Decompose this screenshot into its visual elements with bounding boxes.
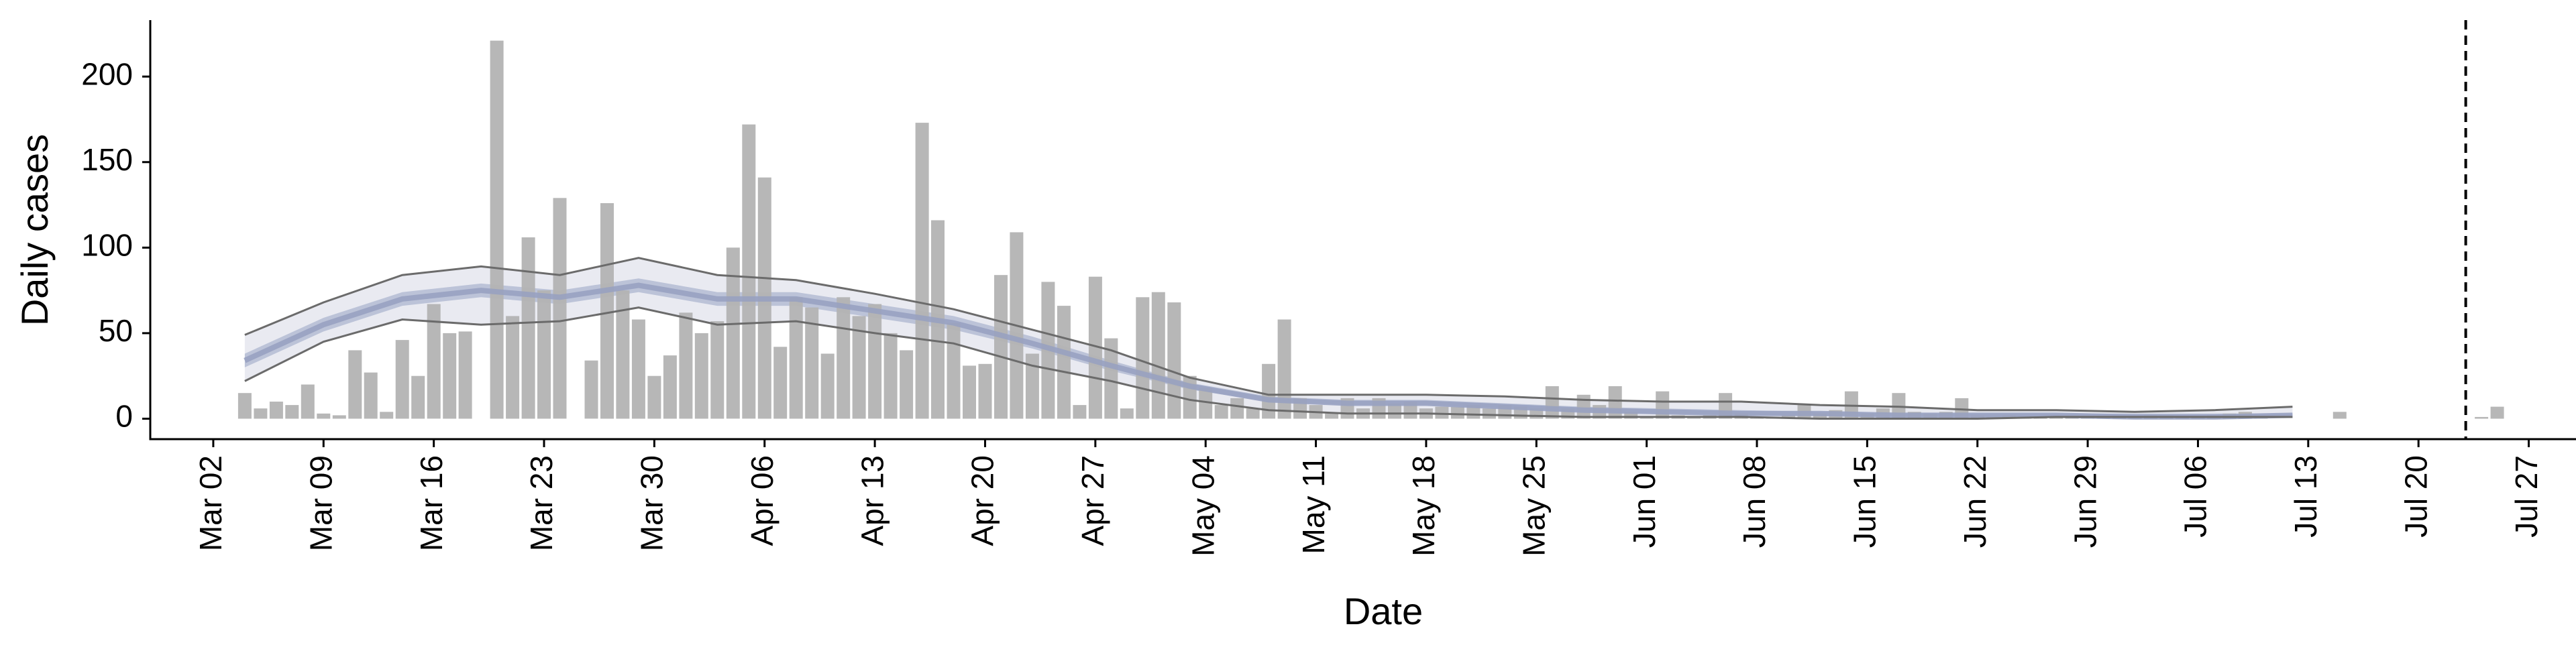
- x-tick-label: Mar 30: [635, 455, 669, 551]
- case-bar: [364, 373, 378, 419]
- x-tick-label: Apr 06: [745, 455, 780, 546]
- case-bar: [1120, 408, 1134, 418]
- case-bar: [490, 41, 504, 419]
- case-bar: [837, 297, 850, 418]
- case-bar: [2475, 417, 2488, 419]
- y-tick-label: 50: [99, 313, 133, 348]
- case-bar: [632, 320, 645, 419]
- case-bar: [333, 415, 346, 418]
- x-tick-label: Jul 20: [2398, 455, 2433, 538]
- case-bar: [600, 203, 614, 419]
- case-bar: [506, 316, 519, 418]
- x-tick-label: May 04: [1185, 455, 1220, 556]
- x-tick-label: Jun 29: [2068, 455, 2102, 548]
- x-tick-label: Apr 13: [855, 455, 890, 546]
- x-tick-label: Mar 16: [414, 455, 449, 551]
- case-bar: [1577, 395, 1591, 419]
- x-tick-label: May 11: [1296, 455, 1331, 554]
- case-bar: [1136, 297, 1149, 418]
- case-bar: [2333, 412, 2347, 418]
- case-bar: [1073, 405, 1086, 418]
- case-bar: [1451, 407, 1464, 419]
- case-bar: [947, 323, 961, 419]
- x-tick-label: Mar 23: [524, 455, 559, 551]
- case-bar: [790, 297, 803, 418]
- case-bar: [2491, 407, 2504, 419]
- case-bar: [317, 414, 330, 419]
- x-tick-label: Mar 09: [303, 455, 338, 551]
- case-bar: [1278, 320, 1291, 419]
- x-tick-label: May 18: [1406, 455, 1441, 556]
- case-bar: [553, 198, 567, 418]
- x-tick-label: Apr 20: [965, 455, 1000, 546]
- x-tick-label: Mar 02: [193, 455, 228, 551]
- case-bar: [285, 405, 299, 418]
- case-bar: [663, 355, 677, 418]
- y-axis-title: Daily cases: [13, 134, 56, 326]
- case-bar: [1325, 414, 1338, 419]
- x-tick-label: Jun 08: [1737, 455, 1772, 548]
- case-bar: [254, 408, 267, 418]
- case-bar: [679, 312, 692, 418]
- x-axis-title: Date: [1344, 590, 1423, 632]
- case-bar: [459, 331, 472, 418]
- y-tick-label: 200: [81, 56, 133, 91]
- case-bar: [1546, 386, 1559, 419]
- case-bar: [1483, 408, 1496, 418]
- case-bar: [695, 333, 708, 419]
- case-bar: [647, 376, 661, 419]
- case-bar: [380, 412, 393, 418]
- case-bar: [742, 125, 755, 419]
- case-bar: [1215, 405, 1228, 418]
- x-tick-label: Apr 27: [1075, 455, 1110, 546]
- y-tick-label: 0: [115, 399, 133, 434]
- case-bar: [994, 275, 1008, 418]
- x-tick-label: Jul 27: [2509, 455, 2544, 538]
- case-bar: [900, 350, 913, 418]
- case-bar: [396, 340, 409, 418]
- case-bar: [537, 290, 551, 418]
- case-bar: [963, 365, 976, 418]
- case-bar: [1609, 386, 1622, 419]
- case-bar: [585, 361, 598, 419]
- case-bar: [443, 333, 456, 419]
- x-tick-label: Jul 13: [2288, 455, 2323, 538]
- case-bar: [1152, 292, 1165, 419]
- case-bar: [710, 321, 724, 418]
- case-bar: [1230, 398, 1244, 419]
- case-bar: [301, 385, 315, 419]
- case-bar: [979, 364, 992, 419]
- case-bar: [1246, 408, 1260, 418]
- case-bar: [821, 354, 835, 419]
- case-bar: [270, 402, 283, 419]
- case-bar: [348, 350, 362, 418]
- case-bar: [411, 376, 425, 419]
- y-tick-label: 150: [81, 142, 133, 177]
- case-bar: [1057, 306, 1071, 418]
- case-bar: [1435, 407, 1448, 419]
- case-bar: [727, 247, 740, 418]
- case-bar: [522, 237, 535, 419]
- case-bar: [884, 333, 898, 419]
- x-tick-label: Jul 06: [2178, 455, 2213, 538]
- x-tick-label: May 25: [1516, 455, 1551, 556]
- case-bar: [773, 347, 787, 418]
- case-bar: [1167, 302, 1181, 419]
- case-bar: [868, 304, 881, 419]
- x-tick-label: Jun 01: [1627, 455, 1662, 548]
- y-tick-label: 100: [81, 227, 133, 262]
- x-tick-label: Jun 15: [1847, 455, 1882, 548]
- case-bar: [916, 123, 929, 418]
- bars-layer: [238, 41, 2504, 419]
- case-bar: [238, 393, 252, 418]
- x-tick-label: Jun 22: [1957, 455, 1992, 548]
